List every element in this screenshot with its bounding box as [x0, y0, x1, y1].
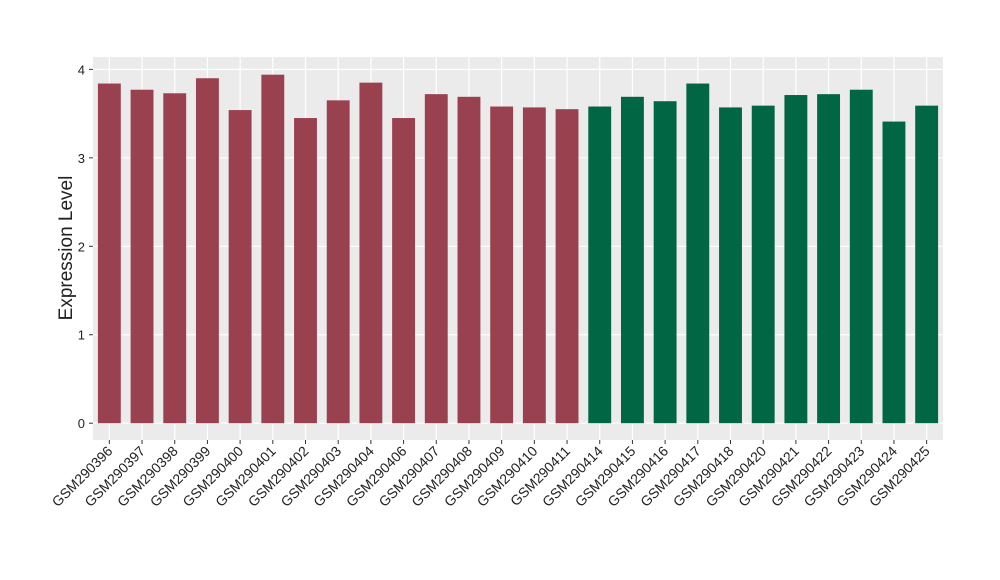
bar — [130, 89, 154, 424]
bar — [392, 118, 416, 424]
bar — [620, 96, 644, 424]
bar — [294, 118, 317, 424]
y-tick-label: 2 — [78, 239, 85, 254]
bar — [163, 93, 187, 424]
bar — [359, 82, 383, 424]
bar — [522, 107, 546, 424]
bar — [653, 101, 677, 424]
bar — [817, 94, 841, 424]
y-tick-label: 3 — [78, 151, 85, 166]
bar — [228, 110, 252, 424]
bar — [784, 95, 808, 424]
y-tick-label: 4 — [78, 62, 85, 77]
y-tick-label: 0 — [78, 416, 85, 431]
bar — [97, 83, 121, 424]
bar — [915, 105, 939, 424]
bar — [849, 89, 873, 424]
bar — [326, 100, 350, 424]
bar — [751, 105, 775, 424]
plot-panel — [93, 57, 943, 440]
y-axis-title: Expression Level — [56, 176, 77, 321]
bar — [195, 78, 219, 424]
bar — [424, 94, 448, 424]
bar — [555, 109, 579, 424]
bar — [457, 96, 481, 424]
bar — [719, 107, 742, 424]
bar — [490, 106, 514, 424]
bar — [261, 74, 285, 424]
y-tick-label: 1 — [78, 328, 85, 343]
bar — [588, 106, 612, 424]
bar — [686, 83, 710, 424]
bar — [882, 121, 906, 424]
